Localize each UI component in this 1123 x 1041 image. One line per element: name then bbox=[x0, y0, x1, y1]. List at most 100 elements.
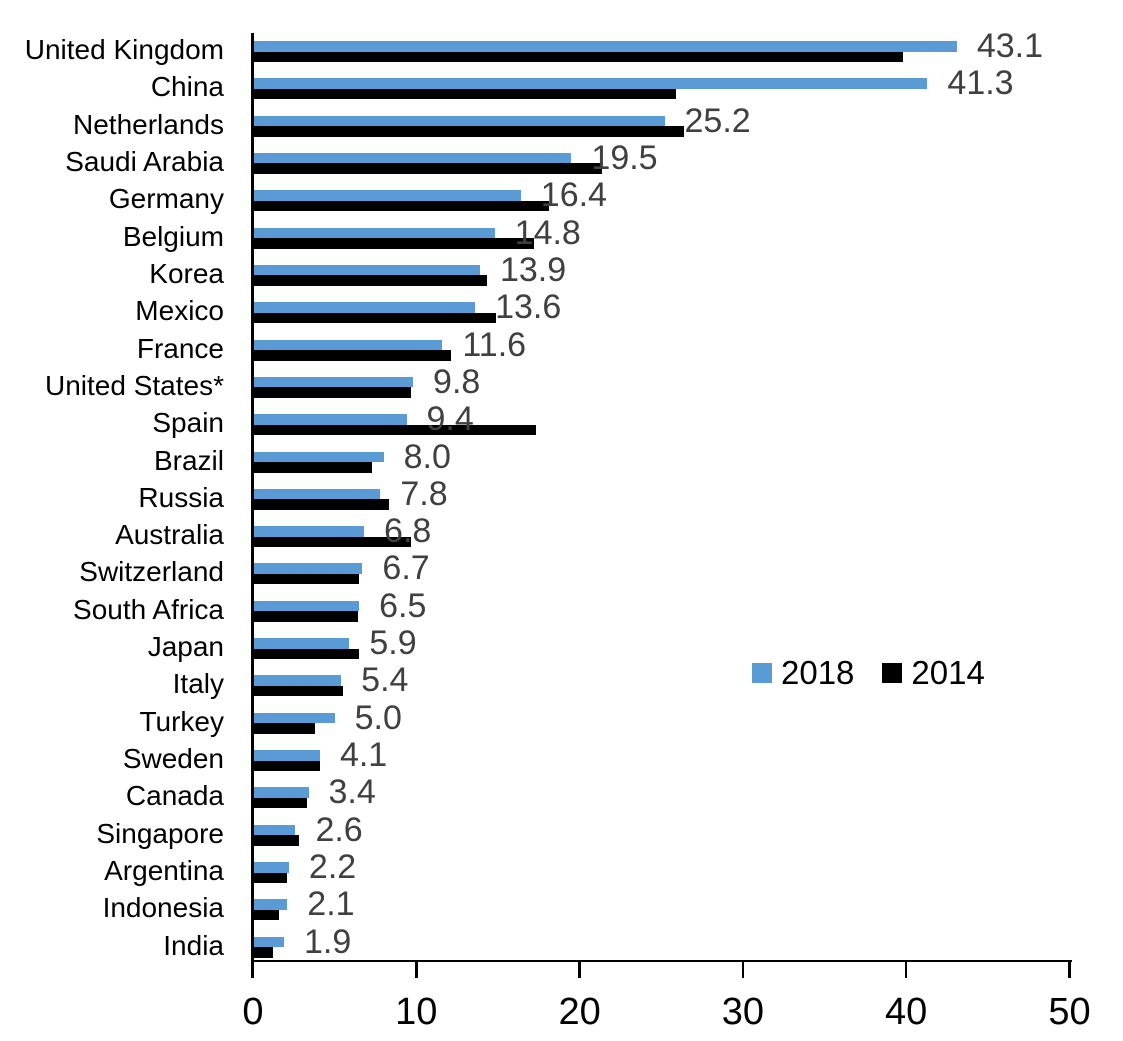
bar-2014 bbox=[253, 947, 273, 958]
bar-2018 bbox=[253, 41, 957, 52]
category-label: Turkey bbox=[139, 705, 224, 737]
bar-2018 bbox=[253, 190, 521, 201]
bar-2018 bbox=[253, 414, 407, 425]
bar-2018 bbox=[253, 600, 360, 612]
category-label: Italy bbox=[172, 668, 224, 700]
data-label: 6.7 bbox=[382, 549, 430, 588]
x-tick-mark bbox=[578, 962, 581, 978]
x-tick-label: 30 bbox=[721, 991, 765, 1033]
category-label: Mexico bbox=[135, 295, 224, 327]
legend-item-2014: 2014 bbox=[882, 654, 985, 691]
data-label: 43.1 bbox=[976, 27, 1043, 65]
bar-2014 bbox=[253, 723, 316, 734]
data-label: 5.4 bbox=[361, 661, 409, 700]
bar-2018 bbox=[253, 787, 309, 798]
bar-2014 bbox=[253, 536, 412, 548]
category-label: United Kingdom bbox=[24, 34, 224, 65]
data-label: 6.5 bbox=[379, 586, 427, 625]
bar-2014 bbox=[253, 350, 451, 361]
data-label: 16.4 bbox=[540, 176, 607, 215]
data-label: 1.9 bbox=[304, 922, 352, 961]
bar-2018 bbox=[253, 227, 495, 239]
bar-2018 bbox=[253, 376, 414, 388]
x-tick-mark bbox=[741, 962, 745, 978]
bar-2014 bbox=[253, 312, 497, 324]
bar-2014 bbox=[253, 462, 373, 473]
bar-2014 bbox=[253, 200, 549, 212]
bar-2018 bbox=[253, 115, 665, 127]
x-tick-mark bbox=[251, 962, 255, 978]
category-label: Switzerland bbox=[79, 556, 224, 588]
bar-2014 bbox=[253, 126, 685, 137]
bar-2018 bbox=[253, 302, 476, 313]
data-label: 9.4 bbox=[426, 400, 474, 439]
x-axis-line bbox=[251, 959, 1072, 962]
bar-2014 bbox=[253, 835, 299, 846]
bar-2018 bbox=[253, 638, 350, 649]
legend-label-2014: 2014 bbox=[911, 654, 985, 691]
bar-2018 bbox=[253, 264, 480, 276]
bar-2014 bbox=[253, 238, 534, 249]
x-tick-mark bbox=[415, 962, 418, 978]
category-label: Canada bbox=[125, 780, 224, 812]
bar-2018 bbox=[253, 899, 288, 910]
data-label: 41.3 bbox=[947, 64, 1014, 103]
bar-2014 bbox=[253, 387, 412, 398]
legend-swatch-2018-icon bbox=[752, 662, 772, 683]
bar-2014 bbox=[253, 51, 903, 62]
x-tick-label: 20 bbox=[558, 991, 601, 1033]
x-tick-label: 0 bbox=[242, 991, 264, 1033]
category-label: Sweden bbox=[122, 743, 224, 775]
category-label: Saudi Arabia bbox=[65, 145, 224, 177]
category-label: Russia bbox=[138, 481, 224, 513]
bar-2014 bbox=[253, 797, 307, 809]
bar-2018 bbox=[253, 339, 443, 351]
bar-2014 bbox=[253, 760, 320, 772]
bar-2014 bbox=[253, 573, 360, 585]
x-tick-label: 10 bbox=[395, 991, 438, 1033]
data-label: 2.1 bbox=[307, 885, 355, 924]
data-label: 11.6 bbox=[462, 325, 527, 364]
bar-2014 bbox=[253, 685, 343, 697]
bar-2018 bbox=[253, 78, 928, 89]
bar-2018 bbox=[253, 526, 365, 537]
bar-2014 bbox=[253, 163, 603, 174]
bar-2018 bbox=[253, 488, 381, 500]
bar-2018 bbox=[253, 824, 296, 836]
bar-2018 bbox=[253, 451, 384, 463]
bar-2014 bbox=[253, 648, 360, 660]
data-label: 5.9 bbox=[369, 624, 417, 663]
data-label: 9.8 bbox=[433, 362, 481, 401]
bar-2018 bbox=[253, 152, 572, 164]
data-label: 5.0 bbox=[354, 698, 402, 737]
x-tick-label: 40 bbox=[885, 991, 928, 1033]
category-label: United States* bbox=[45, 369, 224, 401]
category-label: Korea bbox=[149, 257, 224, 289]
bar-2018 bbox=[253, 712, 335, 724]
category-label: Indonesia bbox=[102, 892, 224, 924]
category-label: Japan bbox=[147, 631, 224, 663]
category-label: Argentina bbox=[104, 855, 224, 887]
bar-2014 bbox=[253, 424, 536, 436]
data-label: 4.1 bbox=[339, 736, 388, 775]
bar-2014 bbox=[253, 275, 487, 286]
legend-item-2018: 2018 bbox=[752, 656, 854, 689]
category-label: South Africa bbox=[73, 593, 224, 625]
data-label: 25.2 bbox=[684, 101, 751, 140]
category-label: Netherlands bbox=[73, 108, 224, 140]
category-label: Brazil bbox=[153, 444, 224, 476]
bar-2018 bbox=[253, 675, 342, 686]
bar-2014 bbox=[253, 872, 288, 884]
legend-label-2018: 2018 bbox=[781, 654, 855, 691]
data-label: 13.6 bbox=[495, 288, 562, 327]
category-label: Australia bbox=[115, 519, 224, 551]
data-label: 19.5 bbox=[591, 138, 658, 177]
data-label: 3.4 bbox=[328, 773, 376, 812]
data-label: 13.9 bbox=[499, 250, 567, 289]
category-label: France bbox=[136, 332, 224, 364]
category-label: Germany bbox=[108, 183, 224, 215]
legend-swatch-2014-icon bbox=[882, 662, 903, 683]
category-label: China bbox=[150, 71, 224, 103]
bar-2018 bbox=[253, 563, 363, 574]
